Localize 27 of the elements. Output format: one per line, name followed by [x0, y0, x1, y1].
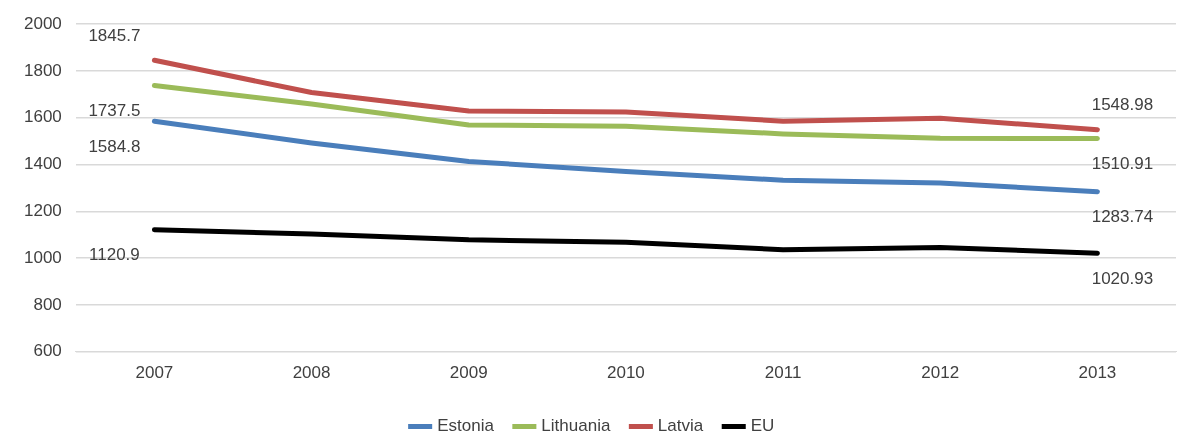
legend-label: EU	[750, 416, 775, 436]
y-tick-label: 1400	[23, 154, 62, 174]
x-tick-label: 2012	[921, 363, 960, 383]
data-label: 1120.9	[89, 245, 140, 265]
data-label: 1283.74	[1091, 207, 1154, 227]
legend-label: Estonia	[437, 416, 495, 436]
x-tick-label: 2011	[764, 363, 802, 383]
data-label: 1737.5	[88, 101, 141, 121]
legend-label: Lithuania	[541, 416, 611, 436]
data-label: 1548.98	[1091, 95, 1154, 115]
y-tick-label: 1200	[23, 200, 62, 220]
data-label: 1510.91	[1091, 154, 1154, 174]
x-tick-label: 2008	[292, 363, 331, 383]
data-label: 1020.93	[1091, 268, 1154, 288]
y-tick-label: 1000	[23, 247, 62, 267]
y-tick-label: 800	[33, 294, 62, 314]
y-tick-label: 600	[33, 341, 62, 361]
legend-label: Latvia	[657, 416, 704, 436]
data-label: 1584.8	[88, 136, 141, 156]
x-tick-label: 2013	[1078, 363, 1117, 383]
y-tick-label: 2000	[23, 13, 62, 33]
y-tick-label: 1600	[23, 107, 62, 127]
data-label: 1845.7	[88, 25, 141, 45]
x-tick-label: 2009	[449, 363, 488, 383]
y-tick-label: 1800	[23, 60, 62, 80]
x-tick-label: 2010	[607, 363, 645, 383]
x-tick-label: 2007	[135, 363, 174, 383]
